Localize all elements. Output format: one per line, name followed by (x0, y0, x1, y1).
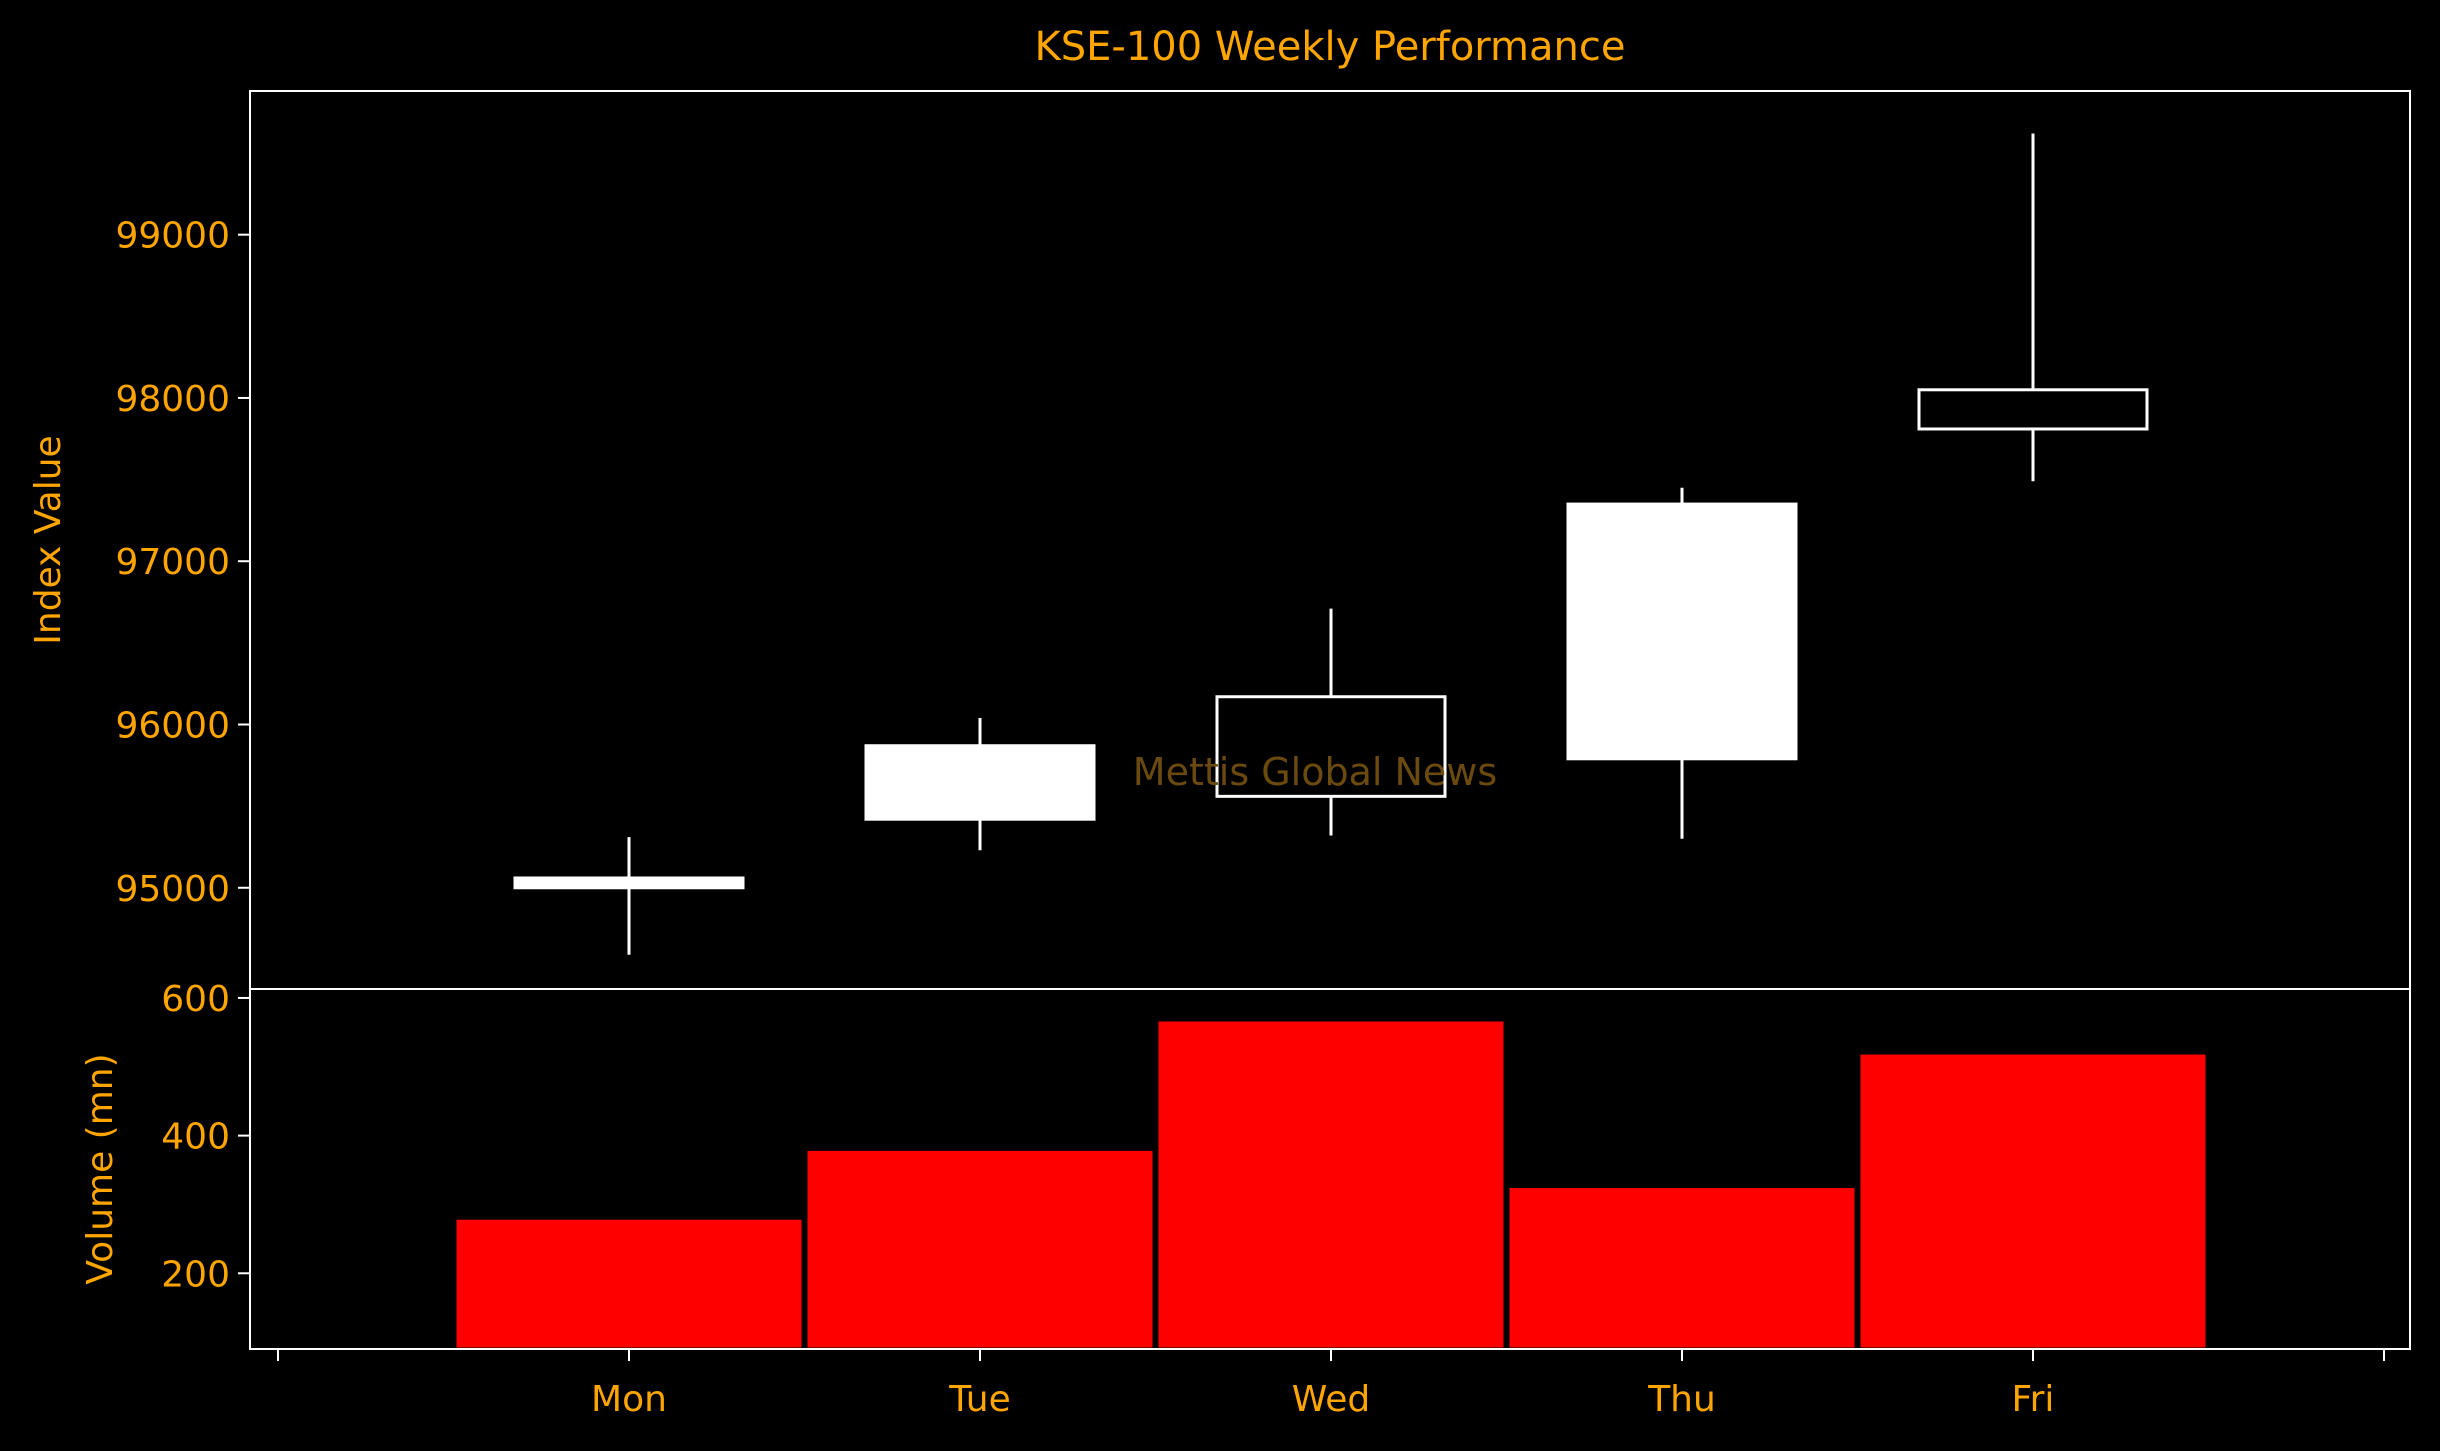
price-y-tick-label: 98000 (115, 379, 230, 420)
candle-body (1917, 388, 2149, 431)
x-tick-label: Thu (1647, 1379, 1716, 1420)
candlesticks (513, 133, 2149, 955)
volume-y-ticks: 200 400 600 (161, 979, 250, 1295)
price-plot-area (250, 91, 2410, 989)
candle-body (1566, 502, 1798, 761)
volume-bars (453, 1018, 2209, 1351)
volume-y-tick-label: 400 (161, 1117, 230, 1158)
volume-y-axis-label: Volume (mn) (80, 1053, 121, 1284)
volume-panel: 200 400 600 Volume (mn) (80, 979, 2411, 1351)
price-panel: 95000 96000 97000 98000 99000 Mettis Global … (28, 90, 2411, 990)
price-y-tick-label: 97000 (115, 542, 230, 583)
chart-title: KSE-100 Weekly Performance (1035, 24, 1626, 70)
x-tick-label: Fri (2012, 1379, 2055, 1420)
volume-bar (1857, 1051, 2209, 1351)
x-tick-label: Mon (591, 1379, 667, 1420)
x-tick-label: Tue (948, 1379, 1011, 1420)
candle-body (1215, 695, 1447, 798)
volume-bar (1506, 1185, 1858, 1351)
candle-body (864, 744, 1096, 821)
price-y-tick-label: 95000 (115, 869, 230, 910)
price-y-ticks: 95000 96000 97000 98000 99000 (115, 216, 250, 910)
price-y-axis-label: Index Value (28, 435, 69, 644)
volume-bar (804, 1147, 1156, 1351)
price-y-tick-label: 96000 (115, 705, 230, 746)
candle-body (513, 876, 745, 890)
x-tick-label: Wed (1292, 1379, 1371, 1420)
price-y-tick-label: 99000 (115, 216, 230, 257)
volume-y-tick-label: 600 (161, 979, 230, 1020)
volume-bar (453, 1216, 805, 1351)
x-axis-ticks: Mon Tue Wed Thu Fri (277, 1349, 2385, 1420)
watermark: Mettis Global News (1133, 750, 1497, 794)
volume-bar (1155, 1018, 1507, 1351)
volume-y-tick-label: 200 (161, 1254, 230, 1295)
